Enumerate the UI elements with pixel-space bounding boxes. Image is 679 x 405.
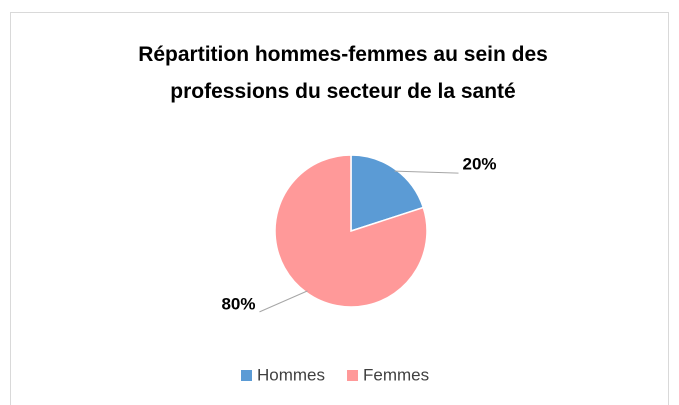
legend-swatch [241,370,252,381]
chart-frame [10,12,669,405]
legend-label: Femmes [363,365,429,384]
pie-slice [274,154,428,308]
pie-slice [350,154,425,233]
chart-title: Répartition hommes-femmes au sein des pr… [138,43,548,103]
leader-line [259,290,308,313]
data-label: 80% [221,294,255,313]
leader-line [394,170,459,174]
legend-swatch [347,370,359,381]
legend-label: Hommes [257,365,325,384]
data-label: 20% [462,155,496,174]
